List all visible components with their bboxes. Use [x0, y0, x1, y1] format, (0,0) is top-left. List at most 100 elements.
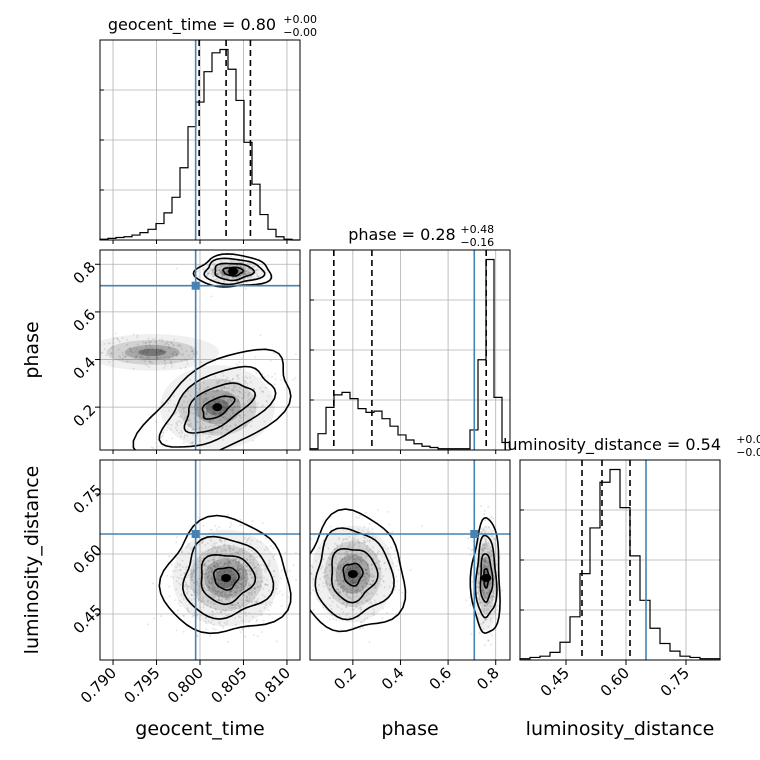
- contour-1-0-0: [222, 266, 245, 277]
- sample-point: [329, 604, 332, 607]
- sample-point: [388, 567, 391, 570]
- sample-point: [484, 571, 487, 574]
- sample-point: [483, 591, 486, 594]
- sample-point: [224, 610, 227, 613]
- sample-point: [341, 528, 344, 531]
- sample-point: [210, 581, 213, 584]
- sample-point: [350, 551, 353, 554]
- sample-point: [205, 568, 208, 571]
- sample-point: [211, 408, 214, 411]
- sample-point: [485, 545, 488, 548]
- sample-point: [179, 604, 182, 607]
- sample-point: [329, 563, 332, 566]
- sample-point: [354, 589, 357, 592]
- sample-point: [219, 591, 222, 594]
- sample-point: [241, 604, 244, 607]
- sample-point: [252, 562, 255, 565]
- sample-point: [380, 577, 383, 580]
- sample-point: [158, 350, 161, 353]
- sample-point: [328, 587, 331, 590]
- sample-point: [228, 613, 231, 616]
- sample-point: [346, 538, 349, 541]
- sample-point: [225, 391, 228, 394]
- sample-point: [337, 566, 340, 569]
- sample-point: [256, 585, 259, 588]
- sample-point: [196, 434, 199, 437]
- sample-point: [200, 425, 203, 428]
- sample-point: [230, 593, 233, 596]
- sample-point: [207, 403, 210, 406]
- sample-point: [245, 572, 248, 575]
- sample-point: [175, 267, 178, 270]
- sample-point: [211, 580, 214, 583]
- sample-point: [176, 556, 179, 559]
- sample-point: [145, 352, 148, 355]
- sample-point: [491, 634, 494, 637]
- sample-point: [365, 583, 368, 586]
- sample-point: [365, 581, 368, 584]
- sample-point: [205, 604, 208, 607]
- sample-point: [188, 542, 191, 545]
- sample-point: [221, 426, 224, 429]
- sample-point: [346, 558, 349, 561]
- sample-point: [310, 572, 313, 575]
- sample-point: [349, 616, 352, 619]
- sample-point: [393, 588, 396, 591]
- sample-point: [246, 558, 249, 561]
- sample-point: [253, 565, 256, 568]
- sample-point: [225, 413, 228, 416]
- sample-point: [222, 274, 225, 277]
- sample-point: [246, 400, 249, 403]
- sample-point: [211, 572, 214, 575]
- sample-point: [359, 558, 362, 561]
- sample-point: [322, 520, 325, 523]
- sample-point: [182, 410, 185, 413]
- sample-point: [237, 563, 240, 566]
- sample-point: [353, 581, 356, 584]
- sample-point: [218, 269, 221, 272]
- sample-point: [239, 270, 242, 273]
- density-level: [100, 334, 220, 371]
- sample-point: [257, 586, 260, 589]
- sample-point: [267, 564, 270, 567]
- sample-point: [245, 269, 248, 272]
- sample-point: [371, 575, 374, 578]
- sample-point: [362, 589, 365, 592]
- sample-point: [339, 572, 342, 575]
- sample-point: [243, 537, 246, 540]
- sample-point: [247, 267, 250, 270]
- sample-point: [216, 273, 219, 276]
- sample-point: [358, 582, 361, 585]
- sample-point: [205, 437, 208, 440]
- sample-point: [197, 411, 200, 414]
- sample-point: [202, 600, 205, 603]
- sample-point: [214, 616, 217, 619]
- sample-point: [476, 581, 479, 584]
- sample-point: [236, 569, 239, 572]
- sample-point: [292, 564, 295, 567]
- sample-point: [214, 589, 217, 592]
- sample-point: [277, 592, 280, 595]
- sample-point: [196, 421, 199, 424]
- sample-point: [238, 414, 241, 417]
- contour-2-0-1: [200, 553, 257, 606]
- sample-point: [143, 360, 146, 363]
- sample-point: [222, 273, 225, 276]
- sample-point: [134, 350, 137, 353]
- sample-point: [259, 584, 262, 587]
- sample-point: [492, 575, 495, 578]
- sample-point: [201, 422, 204, 425]
- sample-point: [229, 583, 232, 586]
- sample-point: [231, 377, 234, 380]
- sample-point: [228, 560, 231, 563]
- sample-point: [230, 583, 233, 586]
- sample-point: [231, 409, 234, 412]
- sample-point: [480, 548, 483, 551]
- sample-point: [335, 575, 338, 578]
- sample-point: [216, 431, 219, 434]
- sample-point: [483, 513, 486, 516]
- sample-point: [206, 565, 209, 568]
- sample-point: [486, 593, 489, 596]
- sample-point: [215, 388, 218, 391]
- sample-point: [489, 643, 492, 646]
